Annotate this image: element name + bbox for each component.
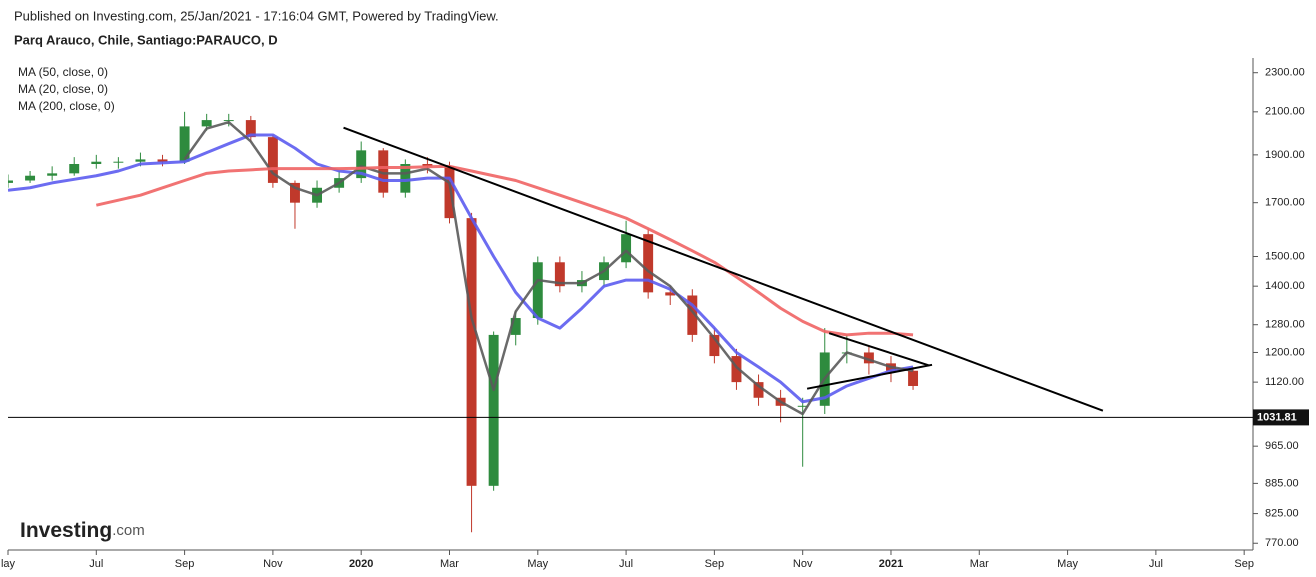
y-tick-label: 1700.00 <box>1265 197 1305 209</box>
x-tick-label: Nov <box>263 558 283 570</box>
candle-body <box>223 120 234 122</box>
candle-body <box>863 352 874 364</box>
candle-body <box>267 137 278 183</box>
candle-body <box>532 262 543 319</box>
candle-body <box>488 334 499 486</box>
candle-body <box>290 182 300 203</box>
x-tick-label: Sep <box>1234 558 1254 570</box>
y-tick-label: 885.00 <box>1265 477 1299 489</box>
logo-suffix: .com <box>112 522 145 539</box>
x-tick-label: lay <box>1 558 16 570</box>
trendline <box>828 332 930 367</box>
x-tick-label: May <box>1057 558 1078 570</box>
candle-body <box>135 159 146 162</box>
candle-body <box>621 234 632 263</box>
y-tick-label: 965.00 <box>1265 440 1299 452</box>
price-label: 1031.81 <box>1257 411 1297 423</box>
x-tick-label: Sep <box>705 558 725 570</box>
legend-entry: MA (200, close, 0) <box>18 99 115 113</box>
x-tick-label: 2021 <box>879 558 903 570</box>
candle-body <box>444 166 455 219</box>
candle-body <box>91 161 102 165</box>
candle-body <box>665 292 676 296</box>
y-tick-label: 1500.00 <box>1265 250 1305 262</box>
candle-body <box>157 159 168 162</box>
candle-body <box>201 120 212 127</box>
candle-body <box>797 405 808 407</box>
x-tick-label: Sep <box>175 558 195 570</box>
candle-body <box>687 295 698 335</box>
trendline <box>343 126 1104 412</box>
legend-entry: MA (20, close, 0) <box>18 82 108 96</box>
candle-body <box>8 180 13 183</box>
x-tick-label: May <box>527 558 548 570</box>
candle-body <box>69 164 80 174</box>
x-tick-label: Jul <box>619 558 633 570</box>
candle-body <box>466 218 477 486</box>
candle-body <box>731 356 742 383</box>
candle-body <box>753 382 764 398</box>
y-tick-label: 1280.00 <box>1265 319 1305 331</box>
candle-body <box>908 370 919 386</box>
candle-body <box>554 262 565 287</box>
logo: Investing.com <box>20 519 145 542</box>
candle-body <box>709 334 720 357</box>
candle-body <box>47 173 58 176</box>
candle-body <box>113 161 124 163</box>
candle-body <box>179 126 190 162</box>
legend-entry: MA (50, close, 0) <box>18 65 108 79</box>
header: Published on Investing.com, 25/Jan/2021 … <box>14 8 499 23</box>
plot-area <box>8 111 1104 533</box>
ma-line <box>95 164 914 337</box>
candle-body <box>422 164 433 167</box>
candle-body <box>245 120 256 138</box>
y-tick-label: 1120.00 <box>1265 376 1304 388</box>
logo-brand: Investing <box>20 519 112 542</box>
candle-body <box>378 150 389 193</box>
x-tick-label: 2020 <box>349 558 373 570</box>
y-tick-label: 825.00 <box>1265 507 1299 519</box>
y-tick-label: 1900.00 <box>1265 149 1305 161</box>
y-tick-label: 2100.00 <box>1265 106 1305 118</box>
y-tick-label: 2300.00 <box>1265 67 1305 79</box>
x-tick-label: Nov <box>793 558 813 570</box>
candle-body <box>25 175 36 181</box>
ma-line <box>183 120 914 416</box>
candle-body <box>643 234 654 293</box>
x-tick-label: Mar <box>440 558 459 570</box>
y-tick-label: 770.00 <box>1265 537 1299 549</box>
x-tick-label: Mar <box>970 558 989 570</box>
ma-line <box>8 133 914 404</box>
candle-body <box>510 318 521 335</box>
y-tick-label: 1400.00 <box>1265 280 1305 292</box>
candle-body <box>356 150 367 179</box>
price-label-bg <box>1253 409 1309 426</box>
x-tick-label: Jul <box>1149 558 1163 570</box>
x-tick-label: Jul <box>89 558 103 570</box>
trendline <box>806 363 933 390</box>
y-tick-label: 1200.00 <box>1265 346 1305 358</box>
chart-title: Parq Arauco, Chile, Santiago:PARAUCO, D <box>14 32 278 47</box>
candle-body <box>400 164 411 193</box>
